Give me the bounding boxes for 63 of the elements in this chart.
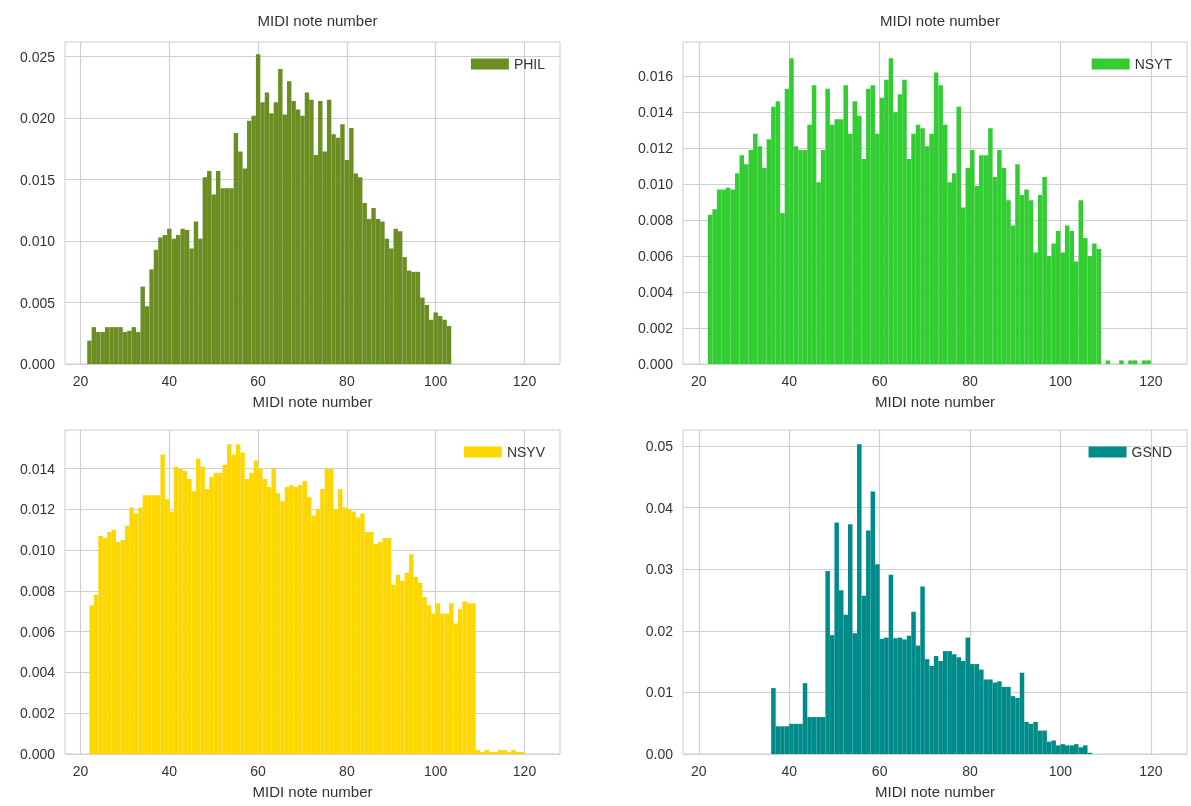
y-tick-label: 0.000 [637,356,674,372]
x-axis-title: MIDI note number [874,783,996,800]
x-tick-label: 120 [1139,763,1163,779]
y-tick-label: 0.03 [645,561,674,578]
y-tick-label: 0.005 [19,294,56,311]
x-tick-label: 120 [1139,373,1163,389]
x-tick-label: 60 [871,373,888,389]
x-axis-title: MIDI note number [874,393,996,410]
x-tick-label: 40 [161,373,178,389]
y-tick-label: 0.02 [645,622,674,639]
x-tick-label: 40 [781,763,798,779]
x-tick-label: 80 [962,763,979,779]
y-tick-label: 0.008 [19,582,56,599]
x-tick-label: 120 [512,373,537,389]
y-tick-label: 0.025 [19,48,56,65]
y-tick-label: 0.014 [637,104,674,121]
y-tick-label: 0.04 [645,499,674,516]
x-tick-label: 20 [691,763,707,779]
x-tick-label: 40 [781,373,798,389]
y-tick-label: 0.010 [19,233,56,250]
y-tick-label: 0.002 [19,705,56,722]
legend-label: NSYT [1134,56,1173,72]
y-tick-label: 0.01 [645,684,674,701]
x-axis-title: MIDI note number [252,783,373,800]
x-tick-label: 80 [339,763,355,779]
x-tick-label: 120 [512,763,537,779]
y-tick-label: 0.004 [637,284,674,301]
chart-title: MIDI note number [879,12,1001,29]
x-tick-label: 80 [339,373,355,389]
x-tick-label: 100 [424,373,448,389]
legend-label: PHIL [513,56,546,72]
x-tick-label: 40 [161,763,178,779]
legend-label: GSND [1131,444,1172,460]
x-tick-label: 20 [72,763,89,779]
y-tick-label: 0.006 [637,248,674,265]
y-tick-label: 0.010 [19,542,56,559]
y-tick-label: 0.05 [645,438,674,455]
y-tick-label: 0.008 [637,212,674,229]
chart-title: MIDI note number [257,12,378,29]
y-tick-label: 0.012 [637,140,674,157]
x-tick-label: 100 [1048,763,1073,779]
x-tick-label: 100 [1048,373,1073,389]
y-tick-label: 0.010 [637,176,674,193]
y-tick-label: 0.00 [645,746,674,762]
x-tick-label: 80 [962,373,979,389]
x-tick-label: 20 [72,373,89,389]
x-tick-label: 60 [250,373,267,389]
y-tick-label: 0.015 [19,171,56,188]
legend-label: NSYV [506,444,546,460]
y-tick-label: 0.012 [19,501,56,518]
y-tick-label: 0.006 [19,623,56,640]
x-tick-label: 100 [424,763,448,779]
y-tick-label: 0.002 [637,320,674,337]
y-tick-label: 0.000 [19,356,56,372]
x-tick-label: 60 [250,763,267,779]
y-tick-label: 0.004 [19,664,56,681]
x-axis-title: MIDI note number [252,393,373,410]
y-tick-label: 0.020 [19,110,56,127]
y-tick-label: 0.014 [19,460,56,477]
x-tick-label: 20 [691,373,707,389]
x-tick-label: 60 [871,763,888,779]
y-tick-label: 0.016 [637,68,674,85]
y-tick-label: 0.000 [19,746,56,762]
